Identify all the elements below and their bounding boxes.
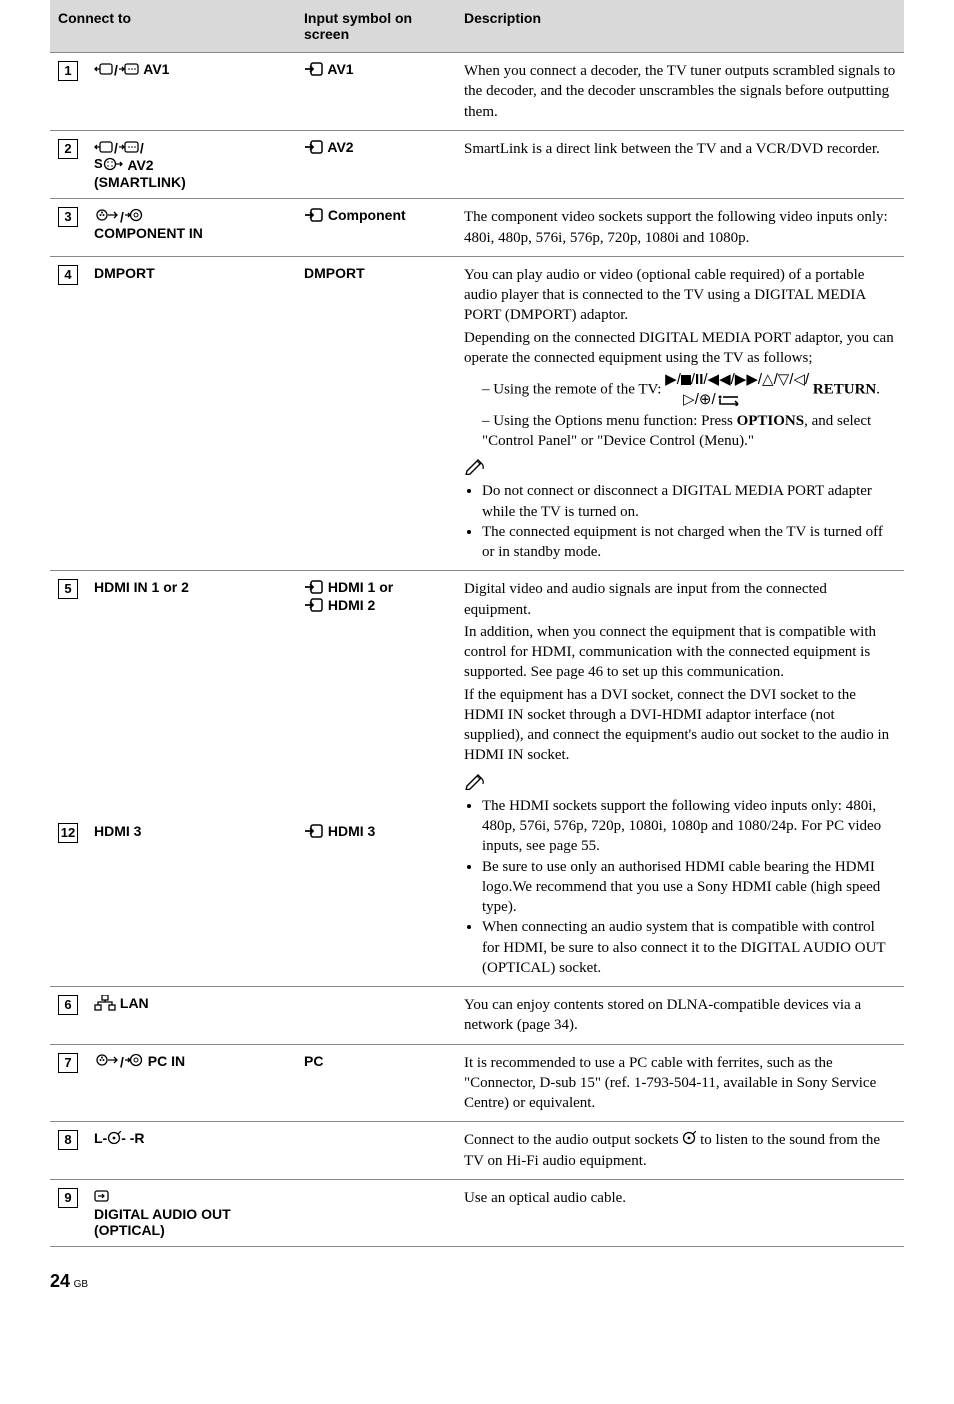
connect-cell: / / S AV2(SMARTLINK) [86,130,296,199]
description-cell: You can play audio or video (optional ca… [456,256,904,571]
input-arrow-icon [304,208,324,225]
symbol-cell: Component [296,199,456,257]
header-symbol: Input symbol on screen [296,0,456,53]
connect-cell: / COMPONENT IN [86,199,296,257]
table-row: 8L-- -R Connect to the audio output socke… [50,1122,904,1180]
row-number: 7 [50,1044,86,1122]
scart-out-icon [94,62,114,79]
symbol-cell: HDMI 3 [296,815,456,986]
row-number: 8 [50,1122,86,1180]
table-row: 6 LAN You can enjoy contents stored on DL… [50,987,904,1045]
row-number: 12 [50,815,86,986]
table-row: 3 / COMPONENT IN ComponentThe component … [50,199,904,257]
s-video-icon: S [94,157,124,174]
input-arrow-icon [304,62,324,79]
symbol-cell: AV1 [296,53,456,131]
symbol-cell [296,1180,456,1247]
table-row: 7 / PC INPCIt is recommended to use a PC… [50,1044,904,1122]
slash-icon: / [140,140,144,156]
description-cell: Use an optical audio cable. [456,1180,904,1247]
row-number: 2 [50,130,86,199]
row-number: 9 [50,1180,86,1247]
description-cell: It is recommended to use a PC cable with… [456,1044,904,1122]
audio-jack-icon [107,1131,121,1148]
remote-glyphs-icon: ▶//II/◀◀/▶▶/△/▽/◁/▷/⊕/ [665,370,809,411]
note-icon [464,772,896,794]
input-arrow-icon [304,580,324,597]
row-number: 1 [50,53,86,131]
symbol-cell: HDMI 1 or HDMI 2 [296,571,456,815]
svg-text:S: S [94,157,103,171]
connect-cell: DIGITAL AUDIO OUT (OPTICAL) [86,1180,296,1247]
video-in-icon [124,208,144,225]
connect-cell: HDMI 3 [86,815,296,986]
input-arrow-icon [304,824,324,841]
description-cell: Digital video and audio signals are inpu… [456,571,904,987]
table-row: 2 / / S AV2(SMARTLINK) AV2SmartLink is a… [50,130,904,199]
header-desc: Description [456,0,904,53]
symbol-cell [296,987,456,1045]
scart-out-icon [94,140,114,157]
row-number: 4 [50,256,86,571]
description-cell: The component video sockets support the … [456,199,904,257]
pen-icon [464,457,486,479]
description-cell: When you connect a decoder, the TV tuner… [456,53,904,131]
connect-cell: L-- -R [86,1122,296,1180]
header-connect: Connect to [50,0,296,53]
scart-in-icon [118,62,140,79]
table-row: 1 / AV1 AV1When you connect a decoder, t… [50,53,904,131]
connections-table: Connect to Input symbol on screen Descri… [50,0,904,1247]
lan-icon [94,995,116,1014]
rca-icon [94,208,120,225]
input-arrow-icon [304,598,324,615]
row-number: 3 [50,199,86,257]
page-footer: 24 GB [50,1247,904,1292]
table-row: 4DMPORTDMPORTYou can play audio or video… [50,256,904,571]
connect-cell: / PC IN [86,1044,296,1122]
symbol-cell: PC [296,1044,456,1122]
optical-icon [94,1189,110,1206]
note-icon [464,457,896,479]
table-row: 5HDMI IN 1 or 2 HDMI 1 or HDMI 2Digital … [50,571,904,815]
symbol-cell: DMPORT [296,256,456,571]
rca-icon [94,1053,120,1070]
pen-icon [464,772,486,794]
video-in-icon [124,1053,144,1070]
symbol-cell [296,1122,456,1180]
scart-in-icon [118,140,140,157]
row-number: 5 [50,571,86,815]
description-cell: Connect to the audio output sockets to l… [456,1122,904,1180]
connect-cell: DMPORT [86,256,296,571]
connect-cell: / AV1 [86,53,296,131]
row-number: 6 [50,987,86,1045]
connect-cell: HDMI IN 1 or 2 [86,571,296,815]
input-arrow-icon [304,140,324,157]
description-cell: You can enjoy contents stored on DLNA-co… [456,987,904,1045]
symbol-cell: AV2 [296,130,456,199]
audio-jack-icon [682,1131,696,1151]
connect-cell: LAN [86,987,296,1045]
description-cell: SmartLink is a direct link between the T… [456,130,904,199]
table-row: 9DIGITAL AUDIO OUT (OPTICAL) Use an optic… [50,1180,904,1247]
